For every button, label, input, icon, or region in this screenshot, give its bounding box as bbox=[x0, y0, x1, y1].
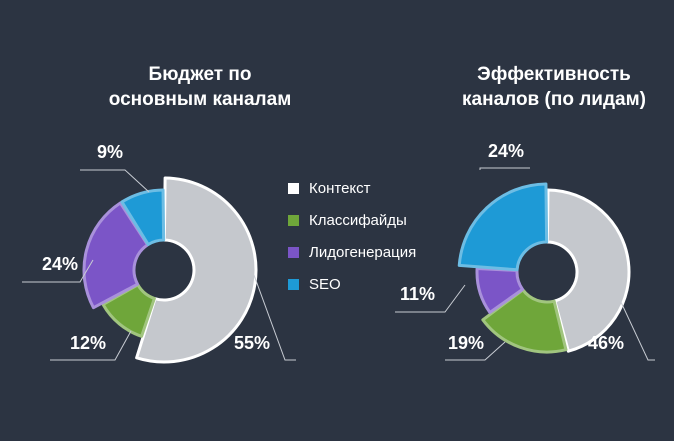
efficiency-donut-chart: 46% 19% 11% 24% bbox=[395, 141, 655, 361]
chart-legend: Контекст Классифайды Лидогенерация SEO bbox=[288, 172, 416, 300]
legend-swatch-leadgen bbox=[288, 246, 299, 258]
legend-label-classifieds: Классифайды bbox=[309, 211, 407, 229]
budget-leader-leadgen bbox=[22, 259, 94, 283]
efficiency-label-classifieds: 19% bbox=[448, 333, 484, 353]
efficiency-leader-context bbox=[619, 299, 655, 361]
budget-leader-context bbox=[253, 274, 296, 361]
budget-slice-classifieds bbox=[101, 283, 156, 338]
efficiency-leader-classifieds bbox=[445, 341, 506, 361]
legend-item-classifieds: Классифайды bbox=[288, 204, 416, 236]
efficiency-slice-context bbox=[545, 188, 631, 353]
budget-slice-leadgen bbox=[82, 201, 150, 310]
legend-swatch-seo bbox=[288, 278, 299, 290]
efficiency-slice-leadgen bbox=[475, 266, 525, 314]
legend-swatch-context bbox=[288, 182, 299, 194]
efficiency-label-leadgen: 11% bbox=[400, 284, 435, 304]
legend-item-leadgen: Лидогенерация bbox=[288, 236, 416, 268]
budget-donut-chart: 55% 12% 24% 9% bbox=[22, 142, 296, 364]
efficiency-leader-leadgen bbox=[395, 284, 466, 313]
budget-slice-context bbox=[135, 176, 258, 364]
efficiency-donut-hole bbox=[519, 244, 575, 300]
efficiency-chart-title: Эффективность каналов (по лидам) bbox=[424, 62, 674, 112]
budget-leader-classifieds bbox=[50, 330, 132, 361]
legend-label-leadgen: Лидогенерация bbox=[309, 243, 417, 261]
legend-label-context: Контекст bbox=[309, 179, 371, 197]
budget-leader-seo bbox=[80, 169, 150, 193]
budget-label-context: 55% bbox=[234, 333, 270, 353]
efficiency-title-line-1: Эффективность bbox=[477, 64, 631, 85]
efficiency-slice-classifieds bbox=[481, 288, 568, 354]
budget-title-line-2: основным каналам bbox=[108, 89, 292, 110]
budget-chart-title: Бюджет по основным каналам bbox=[70, 62, 330, 112]
legend-swatch-classifieds bbox=[288, 214, 299, 226]
legend-item-context: Контекст bbox=[288, 172, 416, 204]
budget-title-line-1: Бюджет по bbox=[148, 64, 252, 85]
efficiency-label-context: 46% bbox=[588, 333, 624, 353]
efficiency-label-seo: 24% bbox=[488, 141, 524, 161]
budget-slice-seo bbox=[120, 188, 166, 246]
budget-label-classifieds: 12% bbox=[70, 333, 106, 353]
legend-item-seo: SEO bbox=[288, 268, 416, 300]
budget-donut-hole bbox=[136, 242, 192, 298]
budget-label-leadgen: 24% bbox=[42, 254, 78, 274]
efficiency-title-line-2: каналов (по лидам) bbox=[462, 89, 646, 110]
efficiency-leader-seo bbox=[479, 167, 530, 170]
budget-label-seo: 9% bbox=[97, 142, 123, 162]
legend-label-seo: SEO bbox=[309, 275, 341, 293]
efficiency-slice-seo bbox=[457, 182, 549, 272]
